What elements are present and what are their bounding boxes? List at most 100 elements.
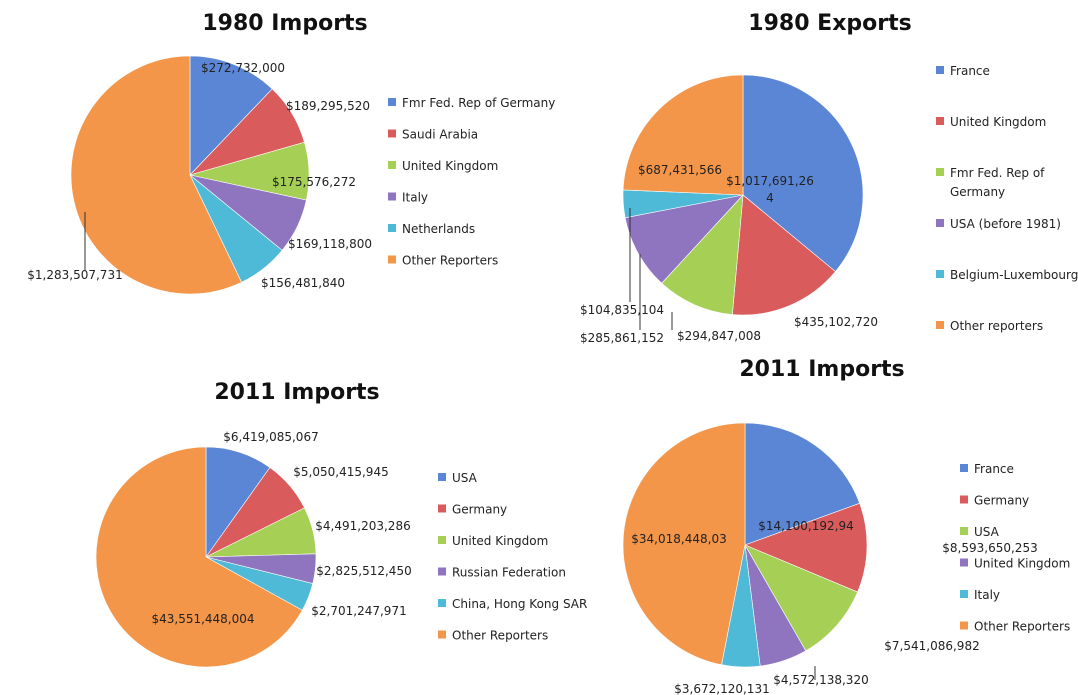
legend-item-united-kingdom: United Kingdom: [438, 534, 548, 548]
legend-label: USA (before 1981): [950, 217, 1061, 231]
legend-label: Netherlands: [402, 222, 475, 236]
data-label: $1,017,691,26 4: [726, 174, 814, 205]
chart-title: 2011 Imports: [739, 357, 904, 382]
legend-swatch: [936, 270, 944, 278]
chart-1980-imports: 1980 Imports $272,732,000 $189,295,520 $175…: [0, 0, 560, 330]
legend-swatch: [388, 161, 396, 169]
legend-item-saudi-arabia: Saudi Arabia: [388, 128, 478, 142]
legend-swatch: [960, 621, 968, 630]
legend-label: Russian Federation: [452, 566, 566, 580]
legend-item-other-reporters: Other Reporters: [388, 254, 498, 268]
pie-slice-usa-before-1981: [624, 194, 744, 284]
legend-swatch: [388, 129, 396, 138]
legend-swatch: [960, 558, 968, 567]
data-label: $156,481,840: [261, 276, 345, 290]
legend-item-germany: Germany: [438, 503, 507, 517]
legend-swatch: [388, 255, 396, 264]
legend-swatch: [388, 98, 396, 106]
pie-slice-germany: [744, 502, 868, 593]
data-label: $175,576,272: [272, 175, 356, 189]
legend-item-belgium-luxembourg: Belgium-Luxembourg: [936, 268, 1078, 282]
pie-slice-france: [742, 74, 864, 272]
pie-chart-svg: 2011 Imports $14,100,192,94 $8,593,650,253…: [622, 357, 1070, 695]
legend-item-other-reporters: Other Reporters: [960, 620, 1070, 634]
legend-swatch: [960, 464, 968, 472]
legend-label: Other Reporters: [452, 629, 548, 643]
legend-label: United Kingdom: [974, 557, 1070, 571]
legend-item-france: France: [936, 64, 990, 78]
data-label: $687,431,566: [638, 163, 722, 177]
legend-label: Italy: [974, 588, 1000, 602]
legend-item-united-kingdom: United Kingdom: [960, 557, 1070, 571]
legend-label: United Kingdom: [402, 159, 498, 173]
pie-chart-svg: 2011 Imports $6,419,085,067 $5,050,415,945…: [95, 380, 587, 668]
pie-slice-united-kingdom: [732, 194, 836, 316]
legend-swatch: [936, 321, 944, 329]
data-label: $3,672,120,131: [674, 682, 769, 695]
legend-label: Fmr Fed. Rep of Germany: [402, 96, 555, 110]
legend-swatch: [438, 567, 446, 576]
legend-item-germany: Germany: [960, 494, 1029, 508]
chart-2011-imports-left: 2011 Imports $6,419,085,067 $5,050,415,945…: [0, 370, 600, 695]
legend-label: United Kingdom: [950, 115, 1046, 129]
legend-label: China, Hong Kong SAR: [452, 597, 587, 611]
chart-1980-exports: 1980 Exports $1,017,691,26 4 $435,102,720 $2…: [560, 0, 1078, 350]
data-label: $272,732,000: [201, 61, 285, 75]
legend-label: France: [974, 462, 1014, 476]
pie-slice-fmr-fed-rep-of-germany: [661, 194, 744, 315]
legend-item-italy: Italy: [388, 191, 428, 205]
legend-swatch: [936, 219, 944, 227]
data-label: $5,050,415,945: [293, 465, 388, 479]
data-label: $34,018,448,03: [631, 532, 726, 546]
legend-swatch: [960, 495, 968, 504]
data-label: $8,593,650,253: [942, 541, 1037, 555]
legend-swatch: [936, 117, 944, 125]
legend-label: Germany: [974, 494, 1029, 508]
pie-slice-fmr-fed-rep-of-germany: [189, 55, 273, 176]
legend-swatch: [438, 504, 446, 513]
legend-item-france: France: [960, 462, 1014, 476]
legend-item-fmr-fed-rep-of-germany: Fmr Fed. Rep of Germany: [936, 166, 1045, 199]
legend-label: Other reporters: [950, 319, 1043, 333]
chart-title: 1980 Imports: [202, 11, 367, 36]
legend-item-usa: USA: [960, 525, 1000, 539]
legend-swatch: [438, 599, 446, 607]
data-label: $43,551,448,004: [151, 612, 254, 626]
data-label: $104,835,104: [580, 303, 664, 317]
pie-chart-svg: 1980 Imports $272,732,000 $189,295,520 $175…: [27, 11, 555, 295]
legend-item-other-reporters: Other reporters: [936, 319, 1043, 333]
legend-label: Italy: [402, 191, 428, 205]
legend-item-united-kingdom: United Kingdom: [388, 159, 498, 173]
legend-swatch: [960, 527, 968, 535]
legend-label: Saudi Arabia: [402, 128, 478, 142]
legend-label: United Kingdom: [452, 534, 548, 548]
data-label: $189,295,520: [286, 99, 370, 113]
pie-slice-other-reporters: [95, 446, 303, 668]
legend-label: Other Reporters: [974, 620, 1070, 634]
legend-label: USA: [452, 471, 478, 485]
legend-swatch: [960, 590, 968, 598]
legend-item-united-kingdom: United Kingdom: [936, 115, 1046, 129]
legend-label: Other Reporters: [402, 254, 498, 268]
chart-title: 2011 Imports: [214, 380, 379, 405]
data-label: $169,118,800: [288, 237, 372, 251]
legend-swatch: [388, 192, 396, 201]
data-label: $285,861,152: [580, 331, 664, 345]
data-label: $2,701,247,971: [311, 604, 406, 618]
data-label: $14,100,192,94: [758, 519, 853, 533]
legend-swatch: [936, 66, 944, 74]
pie-slice-other-reporters: [622, 422, 746, 666]
pie-slice-other-reporters: [622, 74, 744, 196]
legend-label: Fmr Fed. Rep of Germany: [950, 166, 1045, 199]
legend-swatch: [438, 473, 446, 481]
legend-item-fmr-fed-rep-of-germany: Fmr Fed. Rep of Germany: [388, 96, 555, 110]
legend-label: Germany: [452, 503, 507, 517]
legend-label: France: [950, 64, 990, 78]
pie-slice-usa: [744, 544, 858, 652]
legend-item-china-hong-kong-sar: China, Hong Kong SAR: [438, 597, 587, 611]
legend-swatch: [388, 224, 396, 232]
data-label: $1,283,507,731: [27, 268, 122, 282]
legend-swatch: [438, 630, 446, 639]
pie-chart-svg: 1980 Exports $1,017,691,26 4 $435,102,720 $2…: [580, 11, 1078, 345]
data-label: $294,847,008: [677, 329, 761, 343]
